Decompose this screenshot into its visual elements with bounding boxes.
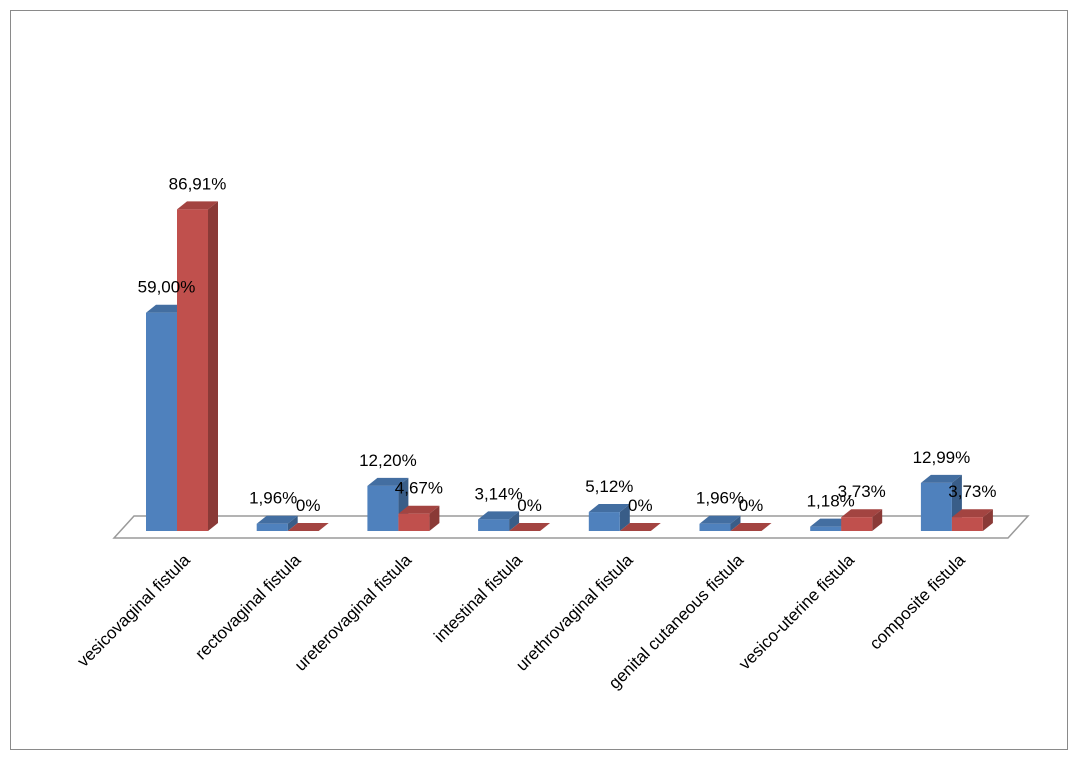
bar-top-face — [810, 518, 852, 527]
value-label: 4,67% — [395, 479, 443, 498]
bar-top-face — [951, 509, 993, 518]
bar-4-0 — [588, 504, 630, 531]
bar-top-face — [920, 474, 962, 483]
bar-top-face — [841, 509, 883, 518]
bar-top-face — [588, 504, 630, 513]
value-label: 0% — [296, 496, 321, 515]
value-label: 1,96% — [696, 489, 744, 508]
bar-3-1 — [509, 523, 551, 531]
bar-front-face — [256, 523, 288, 531]
value-label: 0% — [628, 496, 653, 515]
bar-7-1 — [951, 509, 993, 531]
value-label: 3,14% — [474, 484, 522, 503]
bar-front-face — [810, 526, 842, 531]
bar-top-face — [478, 511, 520, 520]
value-label: 0% — [517, 496, 542, 515]
category-label: rectovaginal fistula — [192, 550, 305, 663]
bar-side-face — [208, 201, 218, 532]
bar-side-face — [429, 505, 440, 531]
chart-floor — [112, 515, 1030, 539]
value-label: 12,99% — [913, 448, 971, 467]
category-label: vesico-uterine fistula — [735, 550, 858, 673]
value-label: 1,96% — [249, 489, 297, 508]
bar-top-face — [699, 515, 741, 524]
bar-front-face — [588, 512, 620, 531]
value-label: 0% — [739, 496, 764, 515]
floor-plane — [112, 515, 1030, 539]
bar-1-1 — [287, 523, 329, 531]
value-label: 3,73% — [838, 482, 886, 501]
bar-2-1 — [398, 505, 440, 531]
value-label: 59,00% — [138, 278, 196, 297]
category-label: composite fistula — [866, 550, 969, 653]
bar-top-face — [256, 515, 298, 524]
bar-4-1 — [619, 523, 661, 531]
bar-side-face — [982, 509, 993, 531]
bar-front-face — [177, 209, 208, 532]
value-labels-layer: 59,00%86,91%1,96%0%12,20%4,67% 3,14%0%5,1… — [138, 174, 997, 515]
bar-front-face — [367, 485, 399, 531]
bar-0-1 — [177, 201, 218, 532]
value-label: 86,91% — [169, 174, 227, 193]
bar-top-face — [146, 304, 187, 313]
bar-side-face — [730, 515, 741, 531]
bar-top-face — [619, 523, 661, 531]
bar-6-1 — [841, 509, 883, 531]
bar-front-face — [146, 312, 177, 531]
bar-top-face — [287, 523, 329, 531]
bar-side-face — [619, 504, 630, 531]
bar-1-0 — [256, 515, 298, 531]
value-label: 12,20% — [359, 451, 417, 470]
bar-front-face — [699, 523, 731, 531]
value-label: 3,73% — [948, 482, 996, 501]
bar-front-face — [478, 519, 510, 531]
category-label: urethrovaginal fistula — [512, 550, 637, 675]
bar-5-1 — [730, 523, 772, 531]
bar-front-face — [841, 517, 873, 531]
bar-top-face — [398, 505, 440, 514]
category-label: ureterovaginal fistula — [291, 550, 416, 675]
bar-3-0 — [478, 511, 520, 531]
bars-layer — [146, 201, 993, 532]
category-label: vesicovaginal fistula — [73, 550, 194, 671]
bar-top-face — [367, 477, 409, 486]
bar-front-face — [398, 513, 430, 531]
bar-front-face — [920, 482, 952, 531]
bar-front-face — [951, 517, 983, 531]
category-label: intestinal fistula — [430, 550, 526, 646]
value-label: 5,12% — [585, 477, 633, 496]
bar-side-face — [509, 511, 520, 531]
bar-top-face — [730, 523, 772, 531]
bar-top-face — [509, 523, 551, 531]
bar-top-face — [177, 201, 218, 210]
bar-5-0 — [699, 515, 741, 531]
value-label: 1,18% — [807, 492, 855, 511]
bar-side-face — [872, 509, 883, 531]
bar-side-face — [287, 515, 298, 531]
